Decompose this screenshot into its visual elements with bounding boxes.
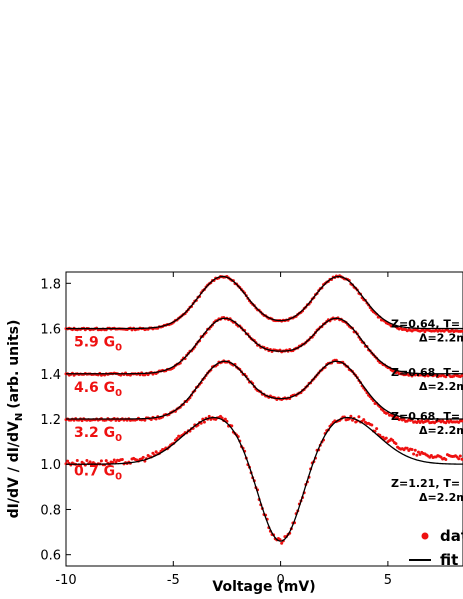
- data-point: [154, 450, 158, 454]
- data-point: [460, 329, 463, 333]
- fit-line: [66, 416, 463, 542]
- data-point: [362, 418, 366, 422]
- param-label-delta: Δ=2.2m: [419, 424, 463, 437]
- y-tick-label: 1.6: [40, 323, 61, 338]
- y-axis-title-units: (arb. units): [6, 320, 22, 409]
- data-point: [457, 457, 461, 461]
- data-point: [458, 454, 462, 458]
- param-label-delta: Δ=2.2m: [419, 380, 463, 393]
- data-point: [410, 418, 414, 422]
- param-label-z: Z=0.68, T=: [391, 366, 460, 379]
- data-point: [381, 408, 385, 412]
- x-tick-label: 0: [276, 573, 284, 588]
- y-tick-label: 0.6: [40, 549, 61, 564]
- data-point: [207, 414, 211, 418]
- data-point: [444, 421, 448, 425]
- y-tick-label: 1.2: [40, 413, 61, 428]
- data-point: [394, 442, 398, 446]
- data-point: [99, 459, 103, 463]
- data-point: [415, 453, 419, 457]
- data-point: [405, 446, 409, 450]
- y-tick-label: 0.8: [40, 503, 61, 518]
- y-tick-label: 1.8: [40, 277, 61, 292]
- data-point: [460, 373, 463, 377]
- data-point: [410, 447, 414, 451]
- data-point: [120, 457, 124, 461]
- data-point: [375, 427, 379, 431]
- conductance-label: 5.9 G0: [74, 335, 122, 354]
- curves: [64, 274, 463, 545]
- x-tick-label: -5: [167, 573, 180, 588]
- x-tick-label: 5: [384, 573, 392, 588]
- data-point: [223, 417, 227, 421]
- conductance-label: 3.2 G0: [74, 425, 122, 444]
- y-axis-title-sub: N: [14, 413, 25, 421]
- data-point: [280, 541, 284, 545]
- data-point: [444, 375, 448, 379]
- data-point: [460, 419, 463, 423]
- data-point: [75, 459, 79, 462]
- data-point: [85, 459, 89, 463]
- fit-line: [66, 275, 463, 330]
- x-tick-labels: -10 -5 0 5: [55, 573, 392, 588]
- legend-data-marker: [421, 532, 429, 540]
- param-label-z: Z=0.68, T=: [391, 410, 460, 423]
- data-point: [88, 460, 92, 464]
- y-tick-labels: 0.6 0.8 1.0 1.2 1.4 1.6 1.8: [40, 277, 61, 563]
- fit-line: [66, 317, 463, 375]
- param-label-z: Z=1.21, T=: [391, 477, 460, 490]
- data-point: [413, 448, 417, 452]
- y-axis-title-main: dI/dV / dI/dV: [6, 421, 22, 518]
- data-point: [112, 458, 116, 462]
- curve-labels: 5.9 G0Z=0.64, T=Δ=2.2m4.6 G0Z=0.68, T=Δ=…: [74, 317, 463, 503]
- param-label-delta: Δ=2.2m: [419, 331, 463, 344]
- y-tick-label: 1.0: [40, 458, 61, 473]
- legend: dat fit: [409, 527, 463, 569]
- data-point: [391, 438, 395, 442]
- data-point: [154, 417, 158, 421]
- legend-fit-label: fit: [440, 551, 458, 569]
- data-point: [460, 457, 463, 461]
- data-point: [104, 459, 108, 463]
- conductance-label: 0.7 G0: [74, 464, 122, 483]
- legend-data-label: dat: [440, 527, 463, 545]
- data-point: [412, 452, 416, 456]
- data-point: [444, 457, 448, 461]
- conductance-label: 4.6 G0: [74, 380, 122, 399]
- data-point: [370, 423, 374, 427]
- y-axis-title: dI/dV / dI/dVN (arb. units): [6, 320, 25, 519]
- param-label-z: Z=0.64, T=: [391, 317, 460, 330]
- x-axis-title: Voltage (mV): [212, 579, 315, 595]
- fit-line: [66, 360, 463, 420]
- x-tick-label: -10: [55, 573, 76, 588]
- param-label-delta: Δ=2.2m: [419, 491, 463, 504]
- data-point: [416, 450, 420, 454]
- data-point: [429, 453, 433, 457]
- data-point: [202, 420, 206, 424]
- data-point: [384, 436, 388, 440]
- data-point: [349, 414, 353, 418]
- data-point: [66, 459, 70, 463]
- data-point: [141, 455, 145, 459]
- data-point: [357, 415, 361, 419]
- data-point: [143, 418, 147, 422]
- data-point: [175, 436, 179, 440]
- y-tick-label: 1.4: [40, 368, 61, 383]
